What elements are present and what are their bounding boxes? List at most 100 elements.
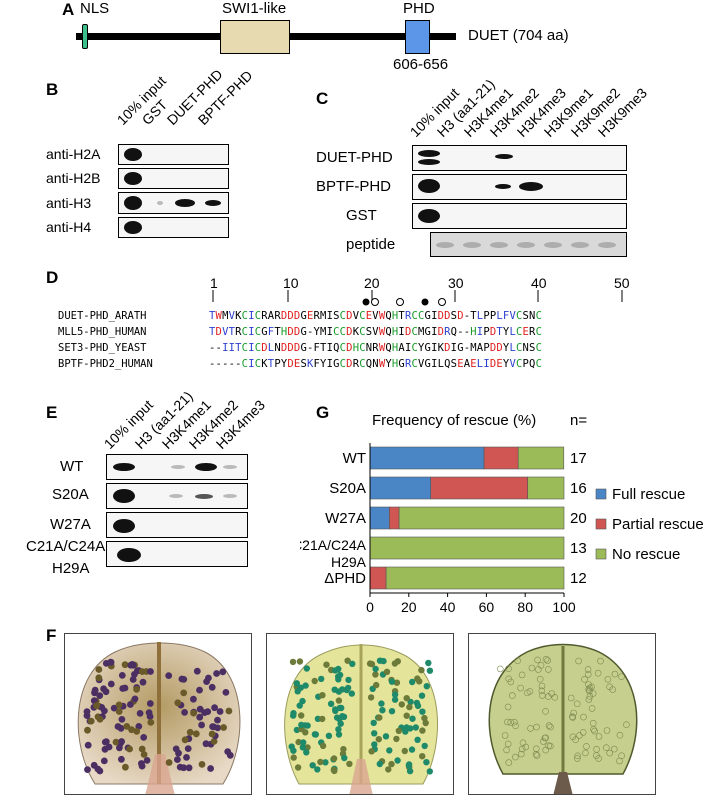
b-row-label: anti-H4 <box>46 219 92 235</box>
seq-row: -----CICKTPYDESKFYIGCDRCQNWYHGRCVGILQSEA… <box>209 358 543 370</box>
phd-label: PHD <box>403 0 435 17</box>
bar-segment <box>385 566 565 590</box>
bar-segment <box>517 446 565 470</box>
c-blot-bptf <box>412 174 627 200</box>
d-marker-filled <box>362 298 370 306</box>
n-header: n= <box>570 412 587 429</box>
swi1-domain <box>220 20 290 54</box>
b-blot-h3 <box>118 192 229 214</box>
d-tick-label: 20 <box>364 275 380 291</box>
panel-e-letter: E <box>46 403 58 422</box>
n-value: 16 <box>570 480 587 497</box>
category-label: H29A <box>331 554 367 570</box>
d-tick-label: 40 <box>531 275 547 291</box>
e-blot-w27a <box>106 512 248 538</box>
bar-segment <box>483 446 519 470</box>
n-value: 13 <box>570 540 587 557</box>
panel-b-letter: B <box>46 80 59 99</box>
seq-row: --IITCICDLNDDDG-FTIQCDHCNRWQHAICYGIKDIG-… <box>209 342 543 354</box>
bar-segment <box>369 476 432 500</box>
x-tick-label: 40 <box>440 599 456 615</box>
d-tick-label: 30 <box>448 275 464 291</box>
bar-segment <box>389 506 400 530</box>
d-tick-label: 50 <box>614 275 630 291</box>
anther-image-wt <box>64 633 252 795</box>
d-marker-open <box>371 298 379 306</box>
bar-segment <box>369 446 485 470</box>
x-tick-label: 0 <box>366 599 374 615</box>
seq-name: SET3-PHD_YEAST <box>58 342 147 354</box>
category-label: ΔPHD <box>324 570 366 587</box>
e-row-label: W27A <box>50 516 91 533</box>
d-marker-open <box>438 298 446 306</box>
bar-segment <box>430 476 529 500</box>
e-row-label: S20A <box>52 486 89 503</box>
d-tick-label: 1 <box>210 275 218 291</box>
bar-segment <box>398 506 565 530</box>
bar-segment <box>527 476 565 500</box>
bar-segment <box>369 506 390 530</box>
panel-c-letter: C <box>316 89 329 108</box>
c-blot-gst <box>412 203 627 229</box>
legend-label: No rescue <box>612 546 680 563</box>
chart-title: Frequency of rescue (%) <box>372 412 536 429</box>
b-blot-h4 <box>118 217 229 238</box>
anther-image-mutant-none <box>468 633 656 795</box>
b-row-label: anti-H3 <box>46 195 92 211</box>
c-row-label: GST <box>346 207 377 224</box>
n-value: 12 <box>570 570 587 587</box>
seq-name: BPTF-PHD2_HUMAN <box>58 358 153 370</box>
anther-image-mutant-partial <box>266 633 454 795</box>
category-label: S20A <box>329 480 366 497</box>
x-tick-label: 20 <box>401 599 417 615</box>
c-blot-peptide <box>430 232 627 257</box>
seq-row: TWMVKCICRARDDDGERMISCDVCEVWQHTRCCGIDDSD-… <box>209 310 543 322</box>
c-blot-duet <box>412 145 627 171</box>
c-row-label: BPTF-PHD <box>316 178 391 195</box>
d-tick-label: 10 <box>283 275 299 291</box>
phd-range-label: 606-656 <box>393 56 449 73</box>
legend-label: Full rescue <box>612 486 685 503</box>
d-marker-open <box>396 298 404 306</box>
x-tick-label: 80 <box>517 599 533 615</box>
swi1-label: SWI1-like <box>222 0 287 17</box>
e-row-label: C21A/C24A <box>26 538 106 555</box>
nls-domain <box>82 24 88 49</box>
seq-row: TDVTRCICGFTHDDG-YMICCDKCSVWQHIDCMGIDRQ--… <box>209 326 543 338</box>
bar-segment <box>369 536 565 560</box>
legend-label: Partial rescue <box>612 516 704 533</box>
x-tick-label: 100 <box>552 599 576 615</box>
n-value: 20 <box>570 510 587 527</box>
legend-swatch <box>595 488 607 500</box>
category-label: C21A/C24A <box>300 537 367 553</box>
e-row-label: WT <box>60 458 84 475</box>
b-blot-h2a <box>118 144 229 165</box>
c-row-label: DUET-PHD <box>316 149 393 166</box>
x-tick-label: 60 <box>479 599 495 615</box>
protein-label: DUET (704 aa) <box>468 27 569 44</box>
bar-segment <box>369 566 387 590</box>
panel-g-letter: G <box>316 403 330 422</box>
e-row-label: H29A <box>52 560 90 577</box>
legend-swatch <box>595 548 607 560</box>
d-marker-filled <box>421 298 429 306</box>
category-label: W27A <box>325 510 366 527</box>
legend-swatch <box>595 518 607 530</box>
n-value: 17 <box>570 450 587 467</box>
e-blot-s20a <box>106 483 248 509</box>
e-blot-c21a <box>106 541 248 567</box>
nls-label: NLS <box>80 0 110 17</box>
panel-d-letter: D <box>46 268 59 287</box>
panel-f-letter: F <box>46 626 57 645</box>
rescue-chart: Frequency of rescue (%) n= WT 17 S20A 16 W27A 2… <box>300 412 704 615</box>
c-row-label: peptide <box>346 236 396 253</box>
seq-name: DUET-PHD_ARATH <box>58 310 147 322</box>
b-blot-h2b <box>118 168 229 189</box>
b-row-label: anti-H2B <box>46 170 101 186</box>
panel-a-letter: A <box>62 0 75 19</box>
d-ruler <box>212 290 623 306</box>
b-row-label: anti-H2A <box>46 146 101 162</box>
category-label: WT <box>343 450 366 467</box>
seq-name: MLL5-PHD_HUMAN <box>58 326 147 338</box>
phd-domain <box>405 20 430 54</box>
